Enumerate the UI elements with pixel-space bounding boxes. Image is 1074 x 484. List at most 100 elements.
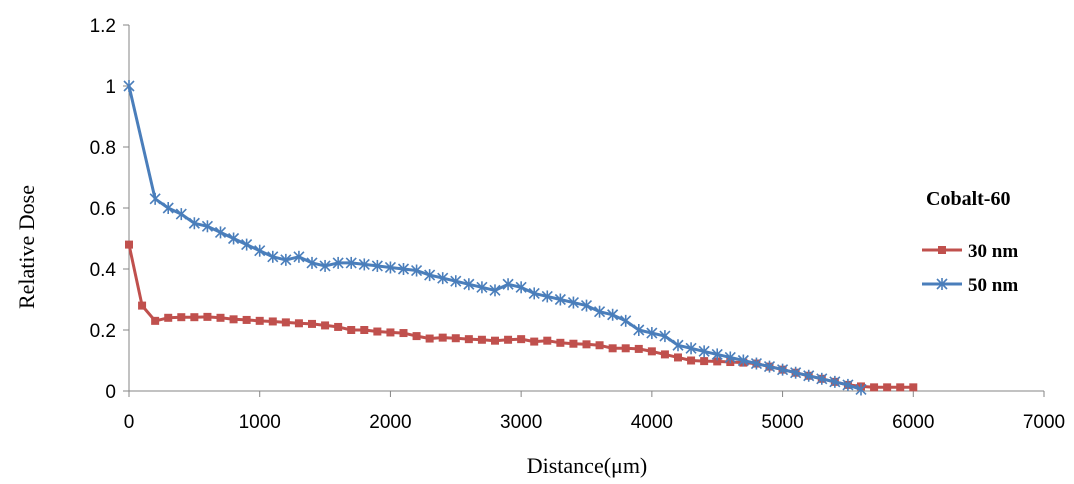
data-point bbox=[358, 258, 370, 271]
data-point bbox=[438, 333, 447, 342]
legend-title: Cobalt-60 bbox=[926, 188, 1010, 210]
legend: Cobalt-60 30 nm 50 nm bbox=[922, 188, 1018, 296]
legend-label: 30 nm bbox=[968, 241, 1018, 262]
data-point bbox=[424, 269, 436, 282]
data-point bbox=[306, 256, 318, 269]
data-point bbox=[685, 342, 697, 355]
legend-label: 50 nm bbox=[968, 275, 1018, 296]
data-point bbox=[321, 321, 330, 330]
x-tick-label: 3000 bbox=[500, 412, 542, 433]
data-point bbox=[517, 335, 526, 344]
data-point bbox=[672, 339, 684, 352]
data-point bbox=[412, 332, 421, 341]
data-point bbox=[504, 335, 513, 344]
data-point bbox=[620, 314, 632, 327]
y-tick-label: 0.2 bbox=[90, 321, 116, 342]
data-point bbox=[700, 357, 709, 366]
data-point bbox=[489, 284, 501, 297]
data-point bbox=[777, 363, 789, 376]
data-point bbox=[267, 250, 279, 263]
data-point bbox=[530, 337, 539, 346]
data-point bbox=[737, 354, 749, 367]
data-point bbox=[463, 278, 475, 291]
x-tick-label: 4000 bbox=[631, 412, 673, 433]
y-tick-label: 0.6 bbox=[90, 199, 116, 220]
data-point bbox=[464, 335, 473, 344]
y-tick-label: 1 bbox=[105, 77, 116, 98]
data-point bbox=[594, 305, 606, 318]
data-point bbox=[216, 313, 225, 322]
data-point bbox=[528, 287, 540, 300]
data-point bbox=[567, 296, 579, 309]
y-tick-label: 0.4 bbox=[90, 260, 117, 281]
data-point bbox=[674, 353, 682, 362]
data-point bbox=[214, 226, 227, 239]
legend-marker bbox=[938, 246, 946, 254]
data-point bbox=[491, 336, 499, 345]
data-point bbox=[608, 344, 617, 353]
data-point bbox=[294, 319, 303, 328]
data-point bbox=[647, 347, 656, 356]
data-point bbox=[437, 272, 449, 285]
data-point bbox=[188, 217, 200, 230]
data-point bbox=[177, 313, 186, 322]
data-point bbox=[476, 281, 488, 294]
series-30-nm bbox=[125, 240, 918, 392]
data-point bbox=[293, 250, 305, 263]
data-point bbox=[228, 232, 240, 245]
data-point bbox=[634, 344, 643, 353]
data-point bbox=[397, 263, 410, 275]
data-point bbox=[319, 259, 331, 272]
data-point bbox=[242, 315, 251, 324]
data-point bbox=[268, 317, 277, 326]
data-point bbox=[763, 360, 776, 373]
series-layer bbox=[123, 80, 918, 396]
data-point bbox=[411, 264, 423, 277]
data-point bbox=[909, 383, 918, 392]
data-point bbox=[371, 259, 383, 272]
data-point bbox=[855, 383, 867, 396]
data-point bbox=[190, 313, 199, 322]
y-axis-title: Relative Dose bbox=[14, 185, 39, 309]
data-point bbox=[633, 324, 645, 336]
y-tick-label: 0.8 bbox=[90, 138, 116, 159]
series-line bbox=[127, 85, 862, 391]
data-point bbox=[399, 329, 408, 338]
data-point bbox=[543, 336, 552, 345]
y-tick-label: 0 bbox=[105, 382, 116, 403]
y-axis-ticks: 0 0.2 0.4 0.6 0.8 1 1.2 bbox=[90, 16, 129, 403]
data-point bbox=[281, 318, 290, 327]
data-point bbox=[360, 326, 369, 334]
y-tick-label: 1.2 bbox=[90, 16, 116, 37]
data-point bbox=[582, 340, 591, 349]
data-point bbox=[713, 357, 722, 366]
data-point bbox=[386, 328, 395, 337]
data-point bbox=[646, 327, 658, 340]
data-point bbox=[162, 202, 174, 214]
data-point bbox=[803, 369, 815, 382]
data-point bbox=[125, 240, 133, 249]
x-tick-label: 7000 bbox=[1023, 412, 1065, 433]
data-point bbox=[659, 330, 671, 343]
data-point bbox=[595, 341, 604, 350]
x-tick-label: 0 bbox=[124, 412, 135, 433]
legend-items: 30 nm 50 nm bbox=[922, 241, 1018, 296]
data-point bbox=[724, 351, 736, 364]
data-point bbox=[711, 348, 723, 361]
data-point bbox=[870, 383, 879, 392]
data-point bbox=[175, 208, 187, 221]
data-point bbox=[255, 316, 264, 325]
data-point bbox=[896, 383, 905, 392]
data-point bbox=[569, 339, 578, 348]
data-point bbox=[687, 356, 696, 365]
data-point bbox=[607, 308, 619, 321]
data-point bbox=[750, 357, 762, 370]
data-point bbox=[698, 345, 710, 358]
legend-item: 50 nm bbox=[922, 275, 1018, 296]
x-tick-label: 5000 bbox=[761, 412, 803, 433]
data-point bbox=[842, 378, 854, 391]
data-point bbox=[450, 275, 462, 288]
data-point bbox=[384, 261, 396, 274]
data-point bbox=[660, 350, 669, 359]
